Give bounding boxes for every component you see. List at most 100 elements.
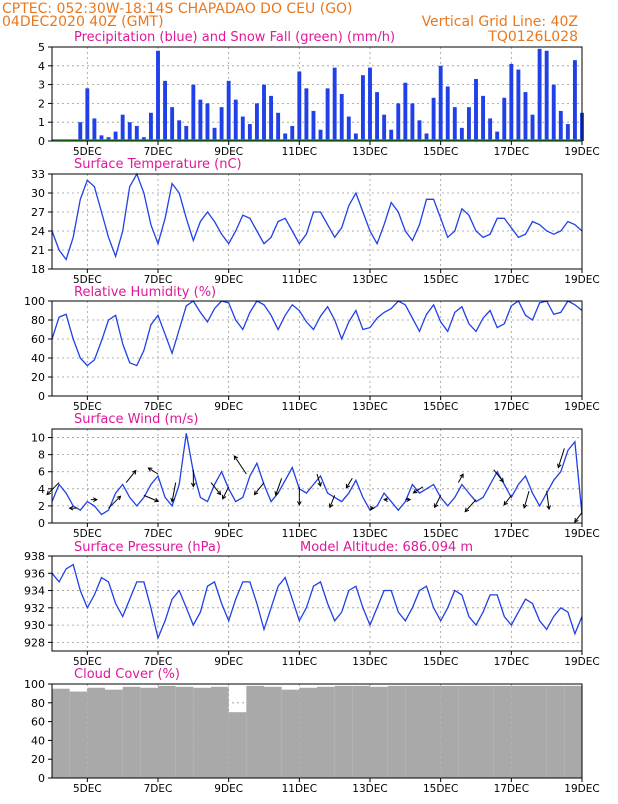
y-tick-label: 6: [38, 466, 45, 479]
y-tick-label: 27: [31, 206, 45, 219]
precipitation-bar: [431, 97, 436, 141]
panel-title-wind: Surface Wind (m/s): [74, 412, 198, 427]
x-tick-label: 13DEC: [352, 146, 387, 158]
wind-arrow-head: [154, 497, 160, 503]
precipitation-bar: [459, 127, 464, 141]
precipitation-bar: [452, 107, 457, 141]
cloud-cover-bar: [546, 685, 565, 778]
cloud-cover-bar: [193, 687, 211, 778]
x-tick-label: 13DEC: [352, 783, 387, 795]
cloud-cover-bar: [440, 685, 459, 778]
x-tick-label: 11DEC: [282, 274, 317, 286]
y-tick-label: 80: [31, 697, 45, 710]
wind-arrow: [493, 469, 504, 483]
precipitation-bar: [346, 116, 351, 141]
wind-arrow-head: [503, 500, 508, 506]
cloud-cover-bar: [122, 686, 141, 778]
y-tick-label: 60: [31, 333, 45, 346]
y-tick-label: 21: [31, 244, 45, 257]
x-tick-label: 13DEC: [352, 656, 387, 668]
precipitation-bar: [85, 88, 90, 141]
x-tick-label: 15DEC: [423, 274, 458, 286]
precipitation-bar: [304, 88, 309, 141]
wind-arrow: [523, 490, 530, 509]
wind-arrow-head: [222, 494, 227, 500]
cloud-cover-bar: [158, 685, 176, 778]
panel-title-pressure: Surface Pressure (hPa): [74, 540, 221, 555]
precipitation-bar: [410, 103, 415, 141]
wind-series-line: [51, 433, 583, 516]
precipitation-bar: [445, 86, 450, 141]
precipitation-bar: [318, 129, 323, 141]
wind-arrow: [148, 467, 159, 475]
precipitation-bar: [502, 97, 507, 141]
y-tick-label: 0: [38, 135, 45, 148]
y-tick-label: 3: [38, 79, 45, 92]
x-tick-label: 15DEC: [423, 528, 458, 540]
precipitation-bar: [184, 125, 189, 141]
precipitation-bar: [148, 112, 153, 141]
x-tick-label: 11DEC: [282, 146, 317, 158]
humidity-frame: [51, 300, 583, 397]
precipitation-bar: [516, 69, 521, 141]
wind-arrow-head: [116, 495, 122, 501]
y-tick-label: 60: [31, 716, 45, 729]
wind-arrow-head: [131, 469, 137, 475]
wind-arrow: [345, 478, 353, 489]
precipitation-bar: [283, 133, 288, 141]
wind-arrow-head: [68, 505, 74, 511]
wind-arrow-head: [459, 473, 464, 479]
precipitation-bar: [78, 122, 83, 141]
precipitation-bar: [537, 48, 542, 141]
panel-precipitation: Precipitation (blue) and Snow Fall (gree…: [38, 30, 600, 158]
precipitation-bar: [375, 92, 380, 141]
cloud-cover-bar: [52, 688, 70, 778]
x-tick-label: 11DEC: [282, 656, 317, 668]
x-tick-label: 9DEC: [214, 783, 243, 795]
wind-arrow: [316, 473, 322, 487]
x-tick-label: 13DEC: [352, 528, 387, 540]
precipitation-bar: [233, 99, 238, 141]
x-tick-label: 7DEC: [144, 146, 173, 158]
wind-arrow-head: [434, 503, 439, 509]
y-tick-label: 5: [38, 41, 45, 54]
wind-frame: [51, 428, 583, 524]
wind-arrow-head: [233, 455, 239, 461]
precipitation-bar: [141, 137, 146, 141]
precipitation-bar: [92, 118, 97, 141]
cloud-cover-bar: [175, 686, 194, 778]
precipitation-bar: [311, 110, 316, 141]
x-tick-label: 11DEC: [282, 783, 317, 795]
precipitation-bar: [113, 131, 118, 141]
precipitation-bar: [424, 133, 429, 141]
y-tick-label: 20: [31, 753, 45, 766]
wind-arrow: [143, 494, 159, 502]
header-grid-line: Vertical Grid Line: 40Z: [422, 14, 578, 30]
x-tick-label: 11DEC: [282, 528, 317, 540]
x-tick-label: 9DEC: [214, 274, 243, 286]
y-tick-label: 10: [31, 432, 45, 445]
wind-arrow-head: [412, 489, 418, 494]
cloud-cover-bar: [299, 687, 317, 778]
precipitation-bar: [544, 50, 549, 142]
cloud-cover-bar: [87, 687, 105, 778]
cloud-cover-bar: [228, 712, 247, 778]
wind-arrow: [210, 482, 221, 495]
x-tick-label: 11DEC: [282, 401, 317, 413]
panel-wind: Surface Wind (m/s) 0 2 4 6 8 10 5DEC 7DEC 9DEC 11…: [31, 412, 600, 540]
wind-arrow: [125, 470, 137, 483]
x-tick-label: 7DEC: [144, 401, 173, 413]
precipitation-bar: [360, 75, 365, 141]
y-tick-label: 0: [38, 517, 45, 530]
x-tick-label: 19DEC: [564, 146, 599, 158]
precipitation-bar: [191, 84, 196, 141]
wind-arrow: [254, 482, 265, 495]
cloud-cover-bar: [387, 685, 406, 778]
y-tick-label: 2: [38, 97, 45, 110]
precipitation-bar: [212, 127, 217, 141]
x-tick-label: 7DEC: [144, 656, 173, 668]
pressure-series-line: [51, 563, 583, 641]
wind-arrow-head: [296, 501, 302, 506]
cloud-cover-bar: [281, 689, 300, 778]
wind-arrow: [464, 499, 477, 512]
